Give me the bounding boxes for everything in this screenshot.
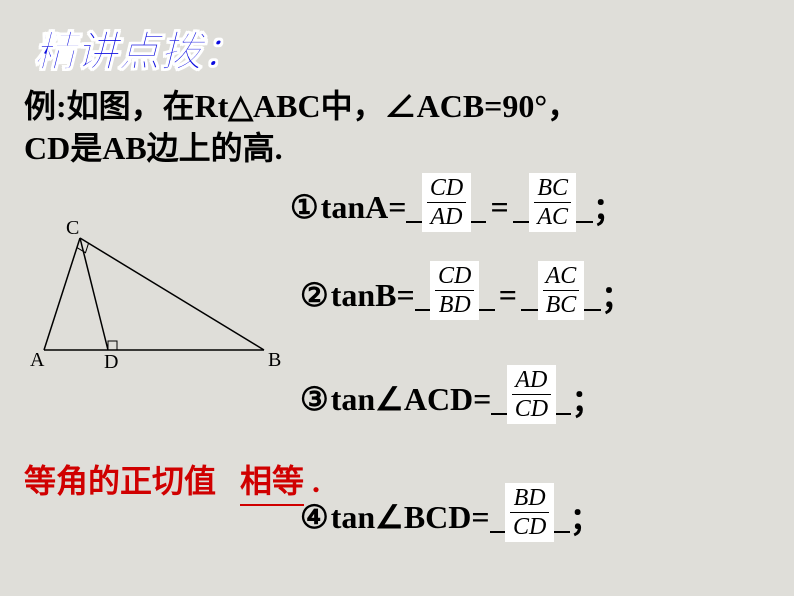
note-underlined: 相等: [240, 456, 304, 506]
eq1-blank-1: CD AD: [406, 191, 486, 223]
problem-line-1: 例:如图，在Rt△ABC中，∠ACB=90°，: [24, 86, 579, 128]
eq3-f1-den: CD: [512, 395, 551, 421]
eq1-tail: ；: [593, 184, 625, 230]
problem-statement: 例:如图，在Rt△ABC中，∠ACB=90°， CD是AB边上的高.: [24, 86, 579, 169]
eq1-f1-num: CD: [427, 176, 466, 203]
equation-2: ② tanB= CD BD = AC BC ；: [300, 272, 633, 318]
eq1-lhs: tanA=: [321, 189, 407, 226]
svg-text:C: C: [66, 220, 79, 239]
eq3-frac-1: AD CD: [507, 365, 556, 424]
problem-line-2: CD是AB边上的高.: [24, 128, 579, 170]
eq2-f2-den: BC: [543, 291, 580, 317]
eq1-f2-den: AC: [534, 203, 571, 229]
eq2-blank-2: AC BC: [521, 279, 601, 311]
eq4-lhs: tan∠BCD=: [331, 498, 490, 536]
eq2-f1-num: CD: [435, 264, 474, 291]
eq2-frac-1: CD BD: [430, 261, 479, 320]
eq2-blank-1: CD BD: [415, 279, 495, 311]
equation-3: ③ tan∠ACD= AD CD ；: [300, 376, 603, 422]
note-pre: 等角的正切值: [24, 463, 216, 499]
eq1-blank-2: BC AC: [513, 191, 593, 223]
circled-3: ③: [300, 380, 329, 418]
eq2-f2-num: AC: [543, 264, 580, 291]
svg-text:A: A: [30, 349, 45, 371]
eq2-frac-2: AC BC: [538, 261, 585, 320]
section-header: 精讲点拨：: [34, 18, 244, 79]
eq4-f1-num: BD: [510, 486, 549, 513]
eq1-frac-2: BC AC: [529, 173, 576, 232]
eq4-tail: ；: [570, 494, 602, 540]
eq1-f2-num: BC: [534, 176, 571, 203]
eq3-blank-1: AD CD: [491, 383, 571, 415]
eq4-frac-1: BD CD: [505, 483, 554, 542]
equation-1: ① tanA= CD AD = BC AC ；: [290, 184, 625, 230]
eq1-frac-1: CD AD: [422, 173, 471, 232]
circled-1: ①: [290, 188, 319, 226]
eq2-lhs: tanB=: [331, 277, 415, 314]
svg-text:B: B: [268, 349, 281, 371]
eq3-lhs: tan∠ACD=: [331, 380, 492, 418]
eq1-sep: =: [490, 189, 508, 226]
triangle-diagram: A B C D: [24, 220, 294, 380]
note-suf: .: [312, 463, 320, 499]
note-line: 等角的正切值 相等 .: [24, 456, 320, 506]
eq3-f1-num: AD: [512, 368, 551, 395]
eq2-sep: =: [499, 277, 517, 314]
svg-text:D: D: [104, 351, 118, 373]
eq2-tail: ；: [601, 272, 633, 318]
equation-4: ④ tan∠BCD= BD CD ；: [300, 494, 602, 540]
eq1-f1-den: AD: [427, 203, 466, 229]
circled-2: ②: [300, 276, 329, 314]
eq4-f1-den: CD: [510, 513, 549, 539]
eq4-blank-1: BD CD: [490, 501, 570, 533]
eq3-tail: ；: [571, 376, 603, 422]
eq2-f1-den: BD: [435, 291, 474, 317]
